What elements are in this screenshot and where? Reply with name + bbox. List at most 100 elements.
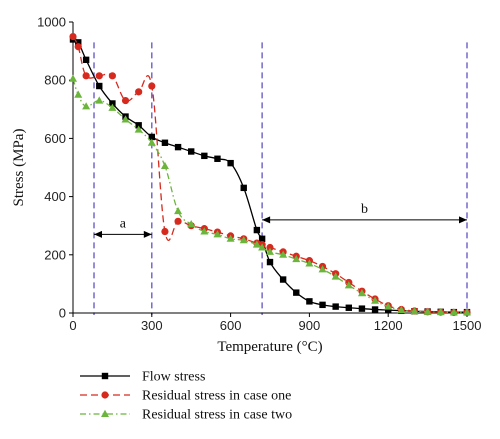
y-axis-title: Stress (MPa)	[11, 129, 27, 207]
data-point	[258, 235, 266, 242]
data-point	[108, 103, 117, 111]
legend: Flow stress Residual stress in case one Re…	[80, 370, 292, 423]
x-tick-label: 1200	[374, 318, 403, 333]
data-point	[227, 159, 234, 167]
arrow-head	[262, 216, 271, 224]
axes	[72, 22, 469, 314]
data-point	[358, 305, 366, 312]
data-point	[174, 206, 183, 215]
data-point	[385, 306, 392, 314]
x-axis-title: Temperature (°C)	[217, 339, 322, 355]
data-point	[239, 236, 248, 244]
data-point	[226, 234, 235, 242]
annotations: ab	[94, 202, 467, 238]
data-point	[292, 254, 301, 263]
data-point	[75, 39, 82, 46]
data-point	[69, 32, 77, 41]
data-point	[306, 298, 313, 305]
x-tick-label: 1500	[453, 318, 482, 333]
data-point	[148, 82, 156, 90]
series-line	[72, 78, 468, 314]
data-point	[174, 217, 182, 225]
data-point	[397, 305, 406, 314]
series-2	[69, 32, 471, 317]
data-point	[109, 100, 116, 107]
legend-label: Residual stress in case one	[142, 389, 291, 404]
data-point	[82, 102, 91, 110]
data-point	[266, 247, 274, 255]
data-point	[121, 96, 130, 105]
data-point	[449, 308, 458, 316]
data-point	[101, 409, 109, 417]
x-tick-label: 0	[69, 318, 76, 333]
data-point	[188, 148, 195, 155]
data-point	[200, 227, 209, 235]
data-point	[201, 152, 208, 160]
data-point	[74, 43, 82, 51]
data-point	[253, 226, 261, 234]
data-point	[423, 307, 432, 315]
y-tick-label: 1000	[37, 15, 66, 30]
data-point	[74, 90, 83, 98]
range-label: b	[361, 202, 368, 217]
data-point	[331, 272, 340, 280]
data-point	[101, 391, 109, 399]
legend-item: Flow stress	[80, 370, 205, 385]
data-point	[134, 125, 143, 133]
data-point	[266, 243, 274, 252]
data-point	[293, 289, 300, 296]
y-tick-label: 600	[44, 131, 66, 146]
data-point	[266, 258, 274, 266]
series-3	[69, 74, 471, 316]
data-point	[279, 276, 287, 283]
arrow-head	[94, 230, 103, 238]
data-point	[436, 307, 445, 316]
data-point	[187, 220, 196, 228]
data-point	[95, 96, 104, 104]
data-point	[214, 155, 221, 162]
ticks: 0 300 600 900 1200 1500 0 200 400 600 800 1000	[37, 15, 481, 334]
data-point	[258, 243, 267, 251]
data-point	[319, 301, 326, 309]
legend-label: Residual stress in case two	[142, 408, 292, 423]
data-point	[463, 308, 471, 316]
data-point	[371, 306, 379, 313]
x-tick-label: 600	[220, 318, 242, 333]
data-point	[82, 72, 90, 80]
data-point	[96, 82, 103, 90]
data-point	[82, 56, 90, 64]
data-point	[161, 227, 169, 236]
data-point	[384, 302, 393, 310]
legend-item: Residual stress in case one	[80, 389, 291, 404]
data-point	[69, 74, 77, 82]
arrow-head	[143, 230, 152, 238]
legend-item: Residual stress in case two	[80, 408, 292, 423]
y-tick-label: 800	[44, 73, 66, 88]
range-annotation: a	[94, 216, 152, 238]
data-point	[95, 72, 103, 80]
x-tick-label: 900	[299, 318, 321, 333]
series-line	[72, 38, 468, 313]
series-line	[72, 36, 468, 314]
data-point	[161, 139, 169, 146]
data-point	[121, 115, 130, 123]
data-point	[148, 133, 155, 141]
data-point	[213, 230, 222, 238]
data-point	[135, 122, 142, 129]
data-point	[135, 88, 143, 96]
data-point	[371, 296, 380, 304]
data-point	[344, 281, 353, 289]
data-point	[345, 304, 352, 311]
data-point	[279, 250, 288, 258]
data-point	[357, 289, 366, 297]
data-point	[410, 307, 419, 315]
data-point	[318, 265, 327, 273]
data-point	[174, 143, 182, 151]
range-annotation: b	[262, 202, 467, 224]
data-point	[101, 372, 109, 380]
series-1	[69, 36, 471, 316]
data-point	[252, 240, 261, 248]
x-tick-label: 300	[141, 318, 163, 333]
data-point	[305, 259, 314, 267]
